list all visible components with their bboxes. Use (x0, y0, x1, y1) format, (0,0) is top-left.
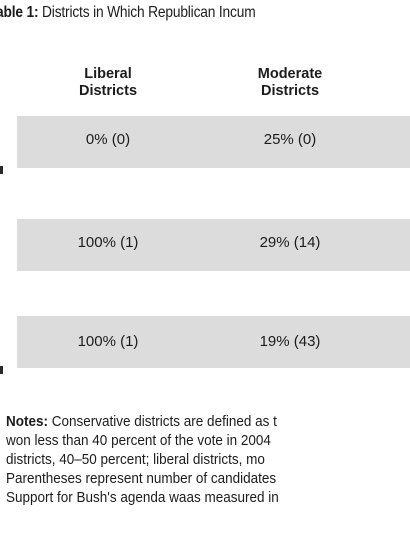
cropped-row-label-mark (0, 166, 3, 174)
table-title-label: able 1: (0, 4, 39, 21)
table-cell-liberal: 100% (1) (77, 234, 139, 251)
table-title-text: Districts in Which Republican Incum (38, 4, 256, 21)
notes-line-text: Conservative districts are defined as t (48, 413, 277, 430)
table-cell-moderate: 19% (43) (259, 333, 321, 350)
column-header-liberal-line2: Districts (78, 83, 138, 99)
table-cell-moderate: 29% (14) (259, 234, 321, 251)
notes-line: Support for Bush's agenda waas measured … (6, 489, 279, 506)
column-header-liberal-line1: Liberal (84, 66, 132, 82)
notes-line: districts, 40–50 percent; liberal distri… (6, 451, 265, 468)
table-cell-moderate: 25% (0) (263, 131, 317, 148)
table-cell-liberal: 100% (1) (77, 333, 139, 350)
column-header-moderate-line1: Moderate (257, 66, 323, 82)
notes-label: Notes: (6, 413, 49, 430)
table-cell-liberal: 0% (0) (85, 131, 131, 148)
notes-line: won less than 40 percent of the vote in … (6, 432, 271, 449)
table-title: able 1: Districts in Which Republican In… (0, 4, 256, 22)
table-row-band (17, 116, 410, 168)
notes-line: Parentheses represent number of candidat… (6, 470, 277, 487)
cropped-row-label-mark (0, 366, 3, 374)
table-notes: Notes: Conservative districts are define… (6, 412, 410, 507)
column-header-liberal: Liberal Districts (60, 66, 156, 100)
column-header-moderate: Moderate Districts (238, 66, 342, 100)
table-row-band (17, 219, 410, 271)
notes-line: Notes: Conservative districts are define… (6, 412, 410, 431)
table-row-band (17, 316, 410, 368)
column-header-moderate-line2: Districts (260, 83, 320, 99)
